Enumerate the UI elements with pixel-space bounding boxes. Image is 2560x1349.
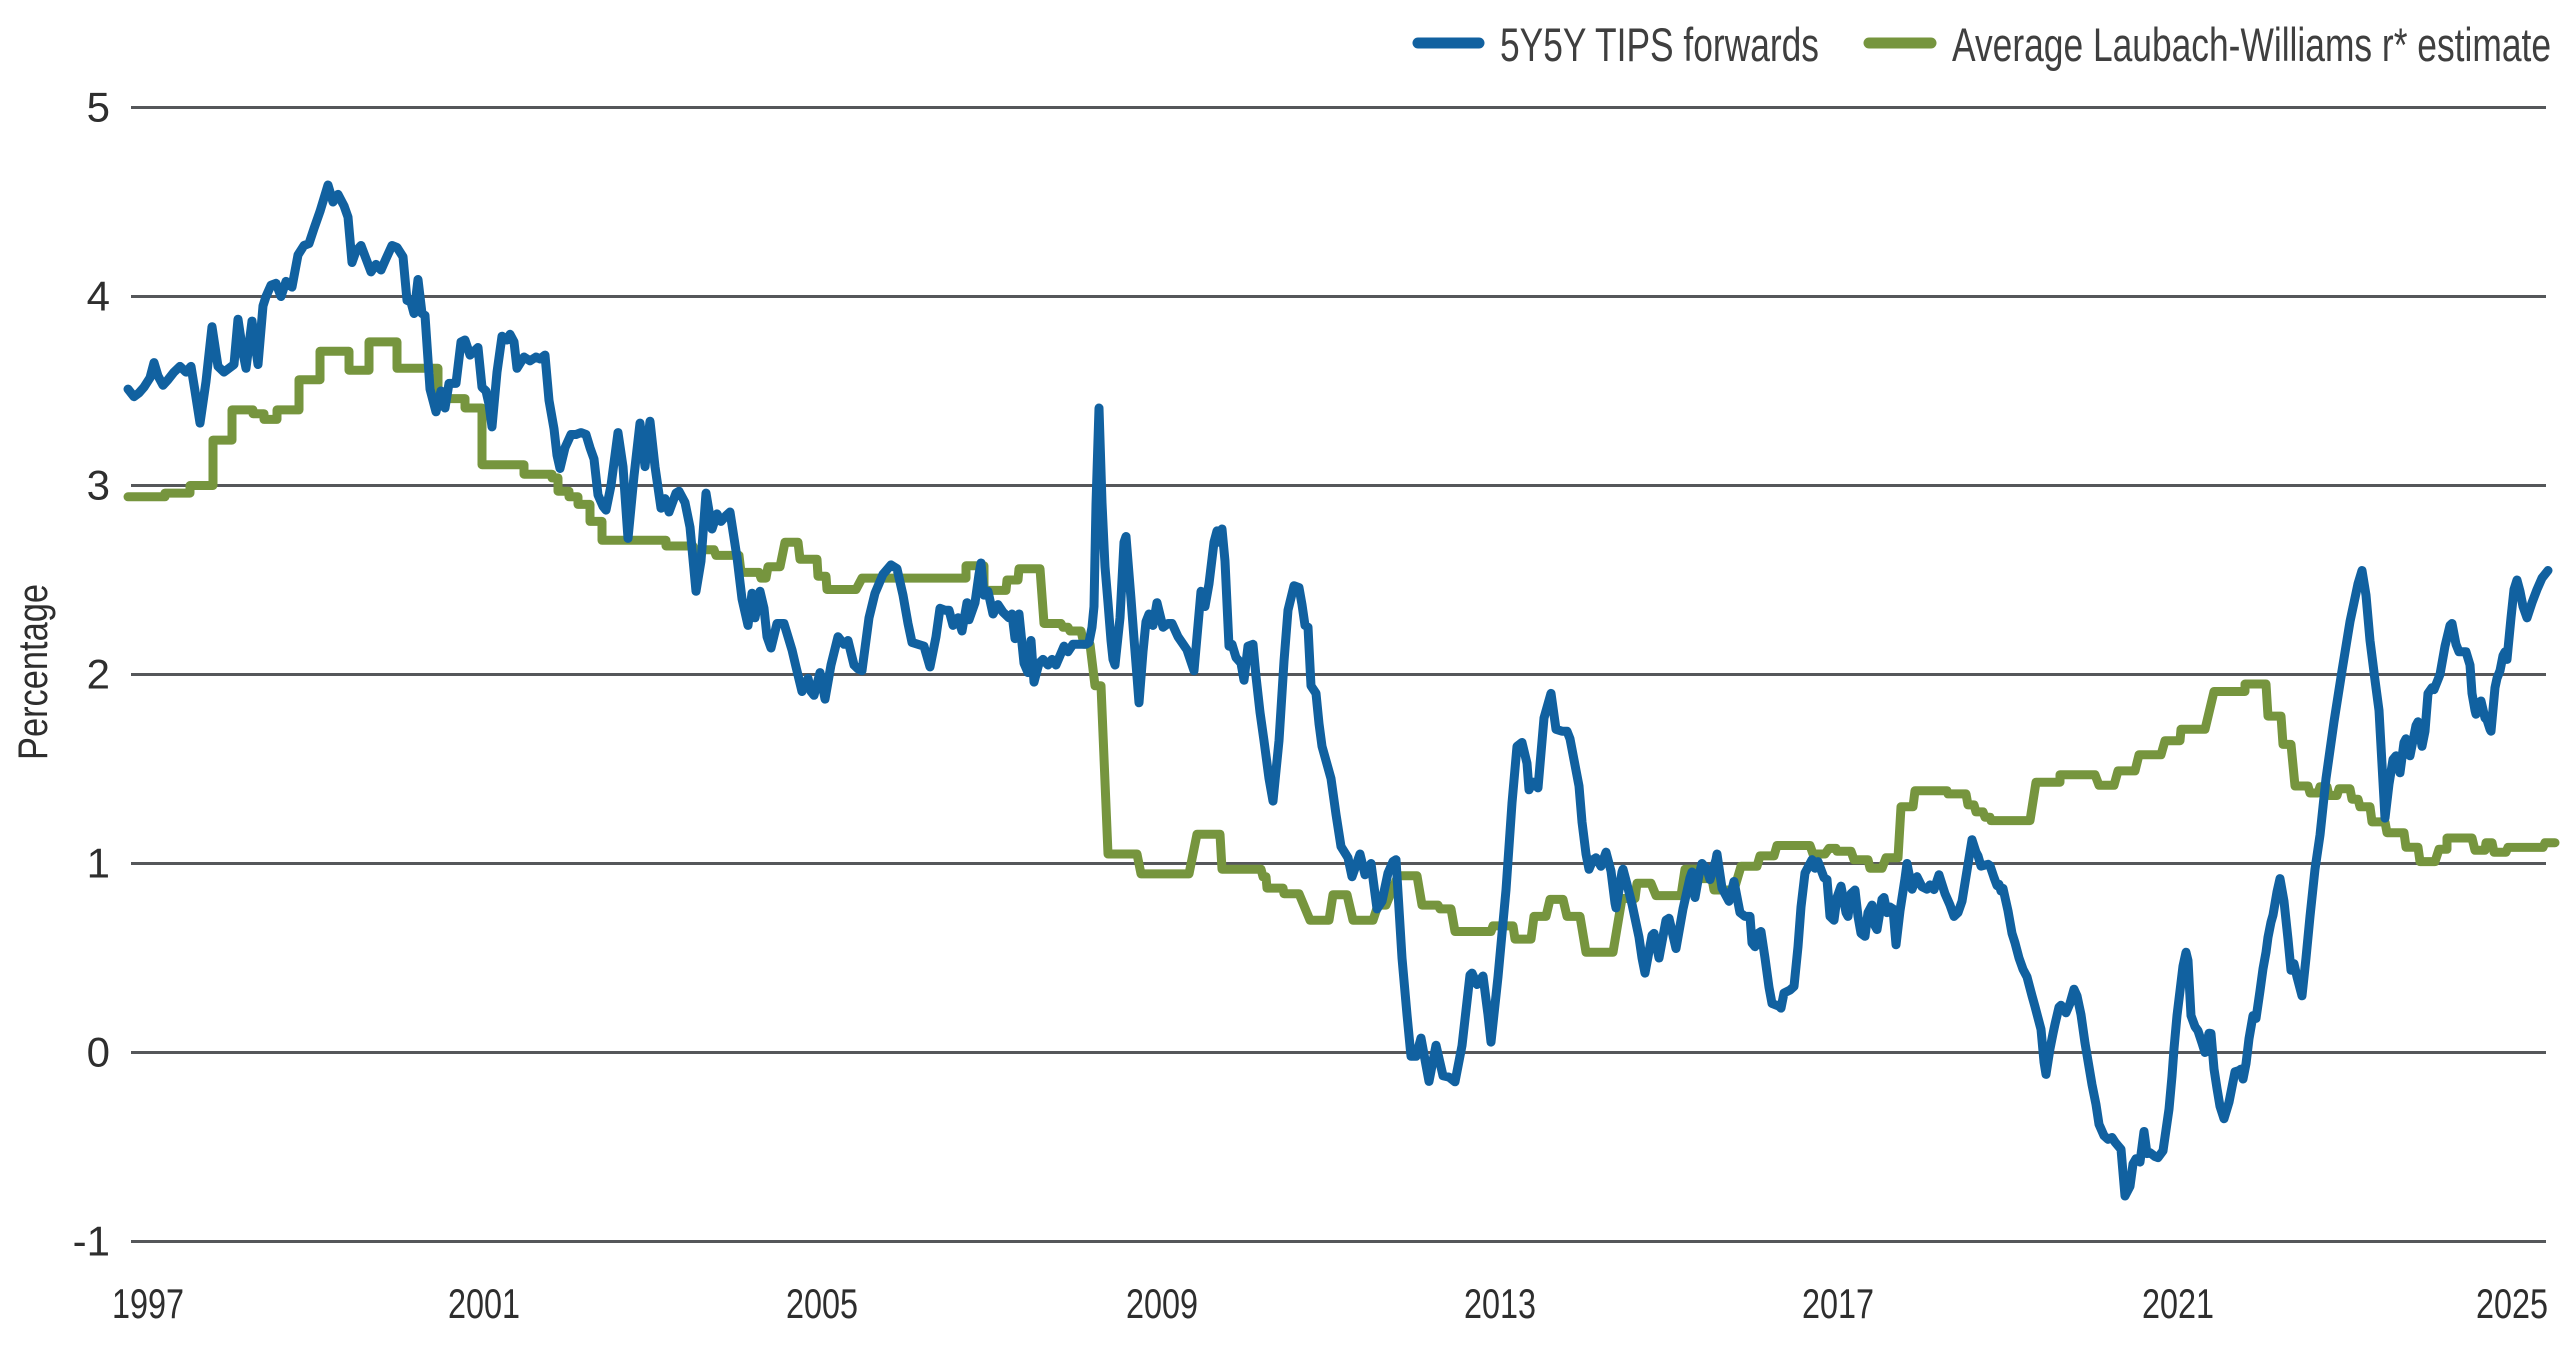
svg-text:2017: 2017 xyxy=(1802,1280,1874,1327)
svg-text:-1: -1 xyxy=(73,1218,110,1265)
svg-text:4: 4 xyxy=(87,273,110,320)
svg-text:5Y5Y TIPS forwards: 5Y5Y TIPS forwards xyxy=(1500,18,1819,71)
svg-text:2001: 2001 xyxy=(448,1280,520,1327)
svg-text:2: 2 xyxy=(87,651,110,698)
svg-text:1997: 1997 xyxy=(112,1280,184,1327)
svg-text:2021: 2021 xyxy=(2142,1280,2214,1327)
svg-text:5: 5 xyxy=(87,84,110,131)
svg-text:2009: 2009 xyxy=(1126,1280,1198,1327)
svg-text:2025: 2025 xyxy=(2476,1280,2548,1327)
svg-text:Average Laubach-Williams r* es: Average Laubach-Williams r* estimate xyxy=(1952,18,2551,71)
svg-text:2013: 2013 xyxy=(1464,1280,1536,1327)
svg-text:0: 0 xyxy=(87,1029,110,1076)
svg-text:1: 1 xyxy=(87,840,110,887)
svg-text:3: 3 xyxy=(87,462,110,509)
svg-text:Percentage: Percentage xyxy=(9,584,56,760)
svg-text:2005: 2005 xyxy=(786,1280,858,1327)
